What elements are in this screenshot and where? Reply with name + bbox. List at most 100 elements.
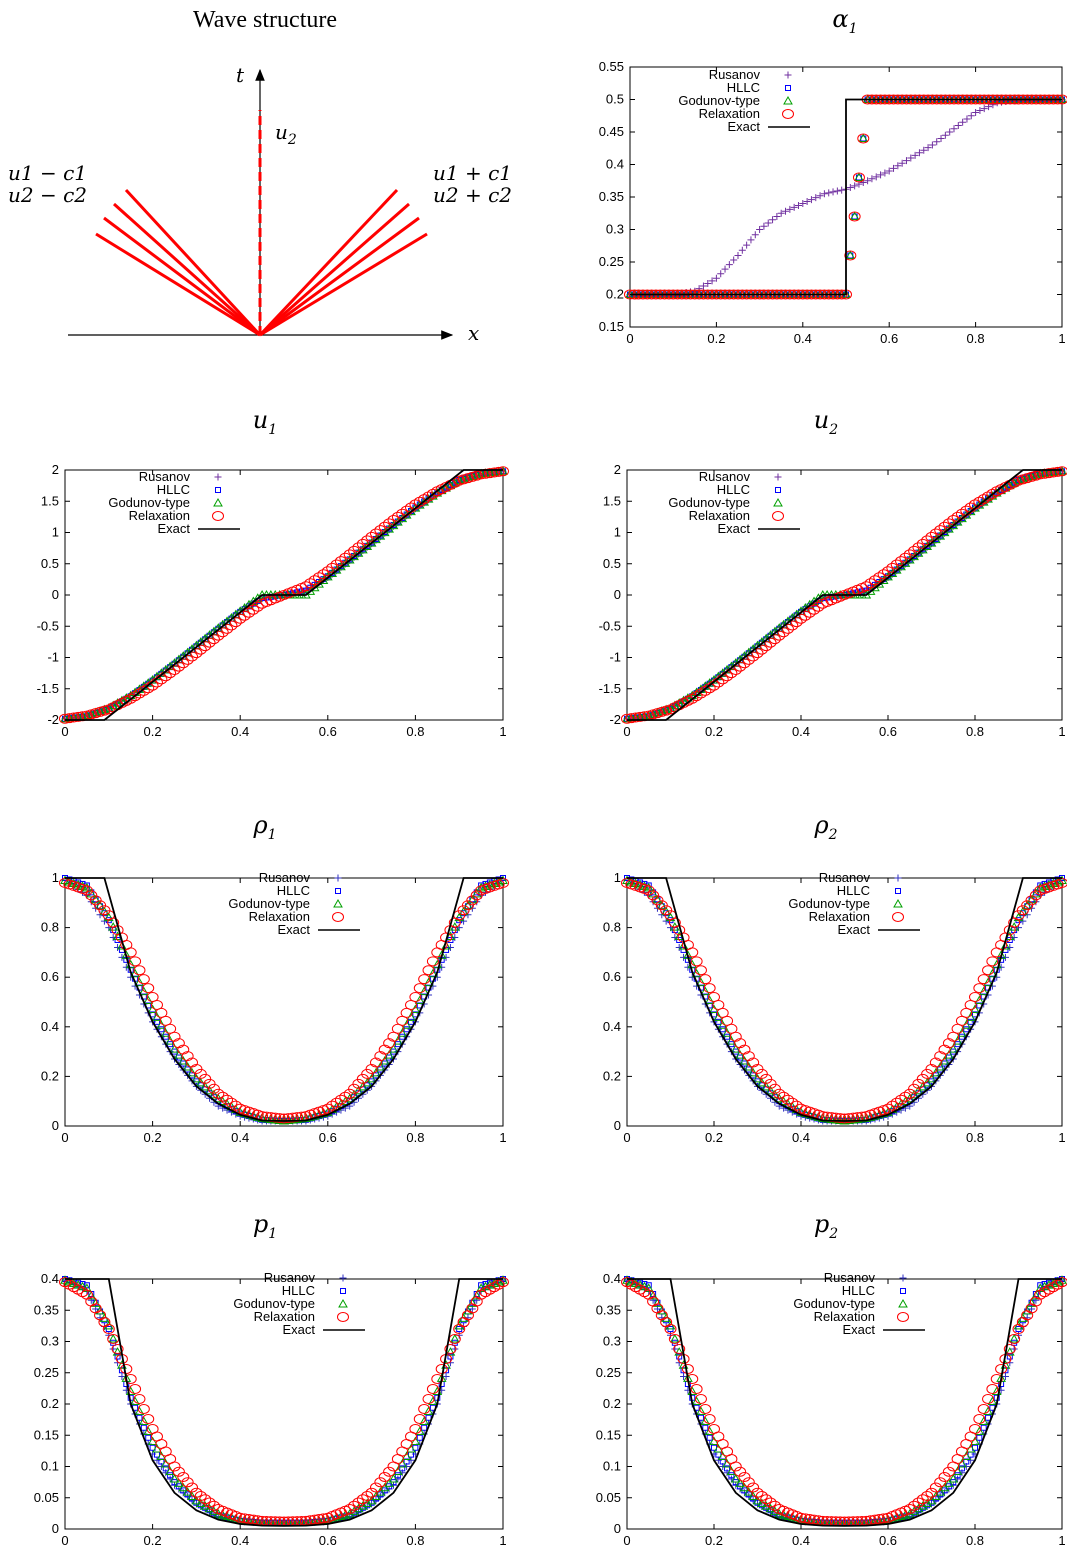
chart-p2-point [686, 1374, 699, 1384]
chart-u2: u20 0.2 0.4 0.6 0.8 1-2-1.5-1-0.500.511.52 Rus… [599, 406, 1067, 739]
chart-rho1-point [409, 992, 422, 1003]
chart-p1-point [130, 1396, 140, 1405]
chart-alpha1-point [846, 184, 854, 192]
chart-rho1-point [278, 1113, 290, 1124]
chart-u1-point [317, 569, 330, 580]
chart-u1-point [207, 634, 220, 645]
chart-p1-xtick-label: 0.4 [231, 1533, 249, 1546]
chart-rho1-point [418, 974, 431, 985]
chart-u1-point [413, 496, 426, 507]
chart-p1-ytick-label: 0.25 [34, 1365, 59, 1380]
chart-rho1-legend-swatch [332, 912, 344, 922]
chart-p1-point [399, 1465, 406, 1472]
chart-u2-title-sub: 2 [828, 422, 838, 438]
chart-rho1-xtick-label: 0.8 [406, 1130, 424, 1145]
chart-p2-point [680, 1373, 688, 1380]
chart-p2-point [760, 1494, 773, 1505]
chart-rho1-point [339, 1091, 352, 1102]
chart-u1-legend-label: Godunov-type [108, 495, 190, 510]
chart-u2-legend-swatch [772, 511, 784, 521]
chart-rho1-point [150, 999, 163, 1010]
chart-alpha1-ytick-label: 0.2 [606, 287, 624, 302]
chart-alpha1-point [777, 209, 785, 217]
chart-rho1-point [405, 999, 418, 1010]
chart-p1-point [199, 1494, 212, 1505]
chart-alpha1-ytick-label: 0.4 [606, 157, 624, 172]
chart-alpha1-point [911, 151, 919, 159]
chart-p1-point [377, 1491, 384, 1498]
chart-alpha1-point [881, 169, 889, 177]
chart-rho2-point [967, 1018, 974, 1025]
chart-rho2-point [1025, 895, 1038, 906]
chart-rho1-point [175, 1054, 182, 1061]
chart-rho1-point [269, 1112, 282, 1123]
chart-p1-point [357, 1501, 368, 1510]
chart-u2-point [912, 542, 925, 553]
chart-rho2-point [921, 1068, 934, 1079]
chart-p1-point [365, 1487, 378, 1498]
chart-p1-point [242, 1514, 255, 1524]
chart-p2-point [916, 1494, 929, 1505]
wave-right-fan-line-3 [259, 216, 420, 337]
chart-u2-point [864, 578, 877, 589]
chart-alpha1-point [976, 107, 984, 115]
chart-p2-point [648, 1290, 658, 1300]
chart-rho1-legend-label: Godunov-type [228, 896, 310, 911]
charts-group: α10 0.2 0.4 0.6 0.8 10.150.20.250.30.350.40.4… [34, 5, 1067, 1546]
chart-rho1-title-sub: 1 [268, 827, 277, 843]
chart-alpha1-legend-swatch [782, 109, 794, 119]
chart-u2-xtick-label: 0.4 [792, 724, 810, 739]
chart-u2-point [986, 488, 999, 499]
chart-alpha1-ytick-label: 0.55 [599, 59, 624, 74]
chart-rho2-point [826, 1114, 837, 1124]
chart-p1-point [371, 1491, 381, 1500]
chart-u2-point [755, 644, 768, 655]
chart-p1-point [124, 1374, 137, 1384]
chart-p1-point [190, 1487, 203, 1498]
chart-p2-point [973, 1414, 986, 1424]
chart-u1-point [321, 566, 334, 577]
chart-u2-point [942, 518, 955, 529]
chart-rho1-legend-swatch [333, 898, 343, 908]
chart-rho2-legend-swatch [892, 912, 904, 922]
chart-rho2-point [700, 986, 711, 996]
chart-p2-point [976, 1434, 983, 1441]
chart-u2-point [777, 627, 790, 638]
chart-p1-point [379, 1482, 390, 1492]
chart-u2-point [938, 521, 951, 532]
chart-rho1-point [169, 1044, 180, 1053]
chart-rho1-point [419, 986, 430, 996]
chart-p2-point [761, 1501, 772, 1510]
chart-u1-ytick-label: 2 [52, 462, 59, 477]
chart-p2-point [764, 1497, 777, 1508]
chart-rho1-ytick-label: 0.8 [41, 920, 59, 935]
chart-p1-point [174, 1478, 184, 1487]
chart-u1-xtick-label: 1 [499, 724, 506, 739]
chart-rho1-xtick-label: 0 [61, 1130, 68, 1145]
chart-rho2-ytick-label: 0.6 [603, 969, 621, 984]
chart-rho1-title-symbol: ρ [252, 811, 267, 839]
chart-p1-point [467, 1298, 478, 1307]
chart-p1-series-relaxation [59, 1277, 509, 1527]
chart-p2-point [691, 1396, 702, 1405]
chart-alpha1-point [751, 231, 759, 239]
chart-u2-point [699, 685, 712, 696]
chart-p1-ytick-label: 0.1 [41, 1459, 59, 1474]
chart-u1-legend-swatch [213, 497, 223, 507]
chart-rho2-point [696, 977, 706, 987]
chart-alpha1: α10 0.2 0.4 0.6 0.8 10.150.20.250.30.350.40.4… [599, 5, 1067, 346]
chart-rho2-point [732, 1048, 739, 1055]
chart-p2-point [656, 1305, 667, 1315]
chart-u2-point [882, 566, 894, 577]
chart-u2-point [890, 559, 903, 570]
chart-u2-ytick-label: -2 [609, 712, 621, 727]
chart-u1-point [186, 651, 199, 662]
chart-p1-point [348, 1500, 361, 1511]
wave-left-fan-line-1 [124, 188, 262, 337]
chart-u1-point [356, 538, 369, 549]
chart-p1-point [103, 1320, 114, 1330]
chart-rho2: ρ2 0 0.2 0.4 0.6 0.8 1 0 0.2 0.4 0.6 0.8 1 RusanovHLL… [603, 811, 1067, 1145]
chart-rho1-ytick-label: 0.4 [41, 1019, 59, 1034]
chart-p2-point [942, 1466, 955, 1477]
chart-u1-ytick-label: 1 [52, 525, 59, 540]
